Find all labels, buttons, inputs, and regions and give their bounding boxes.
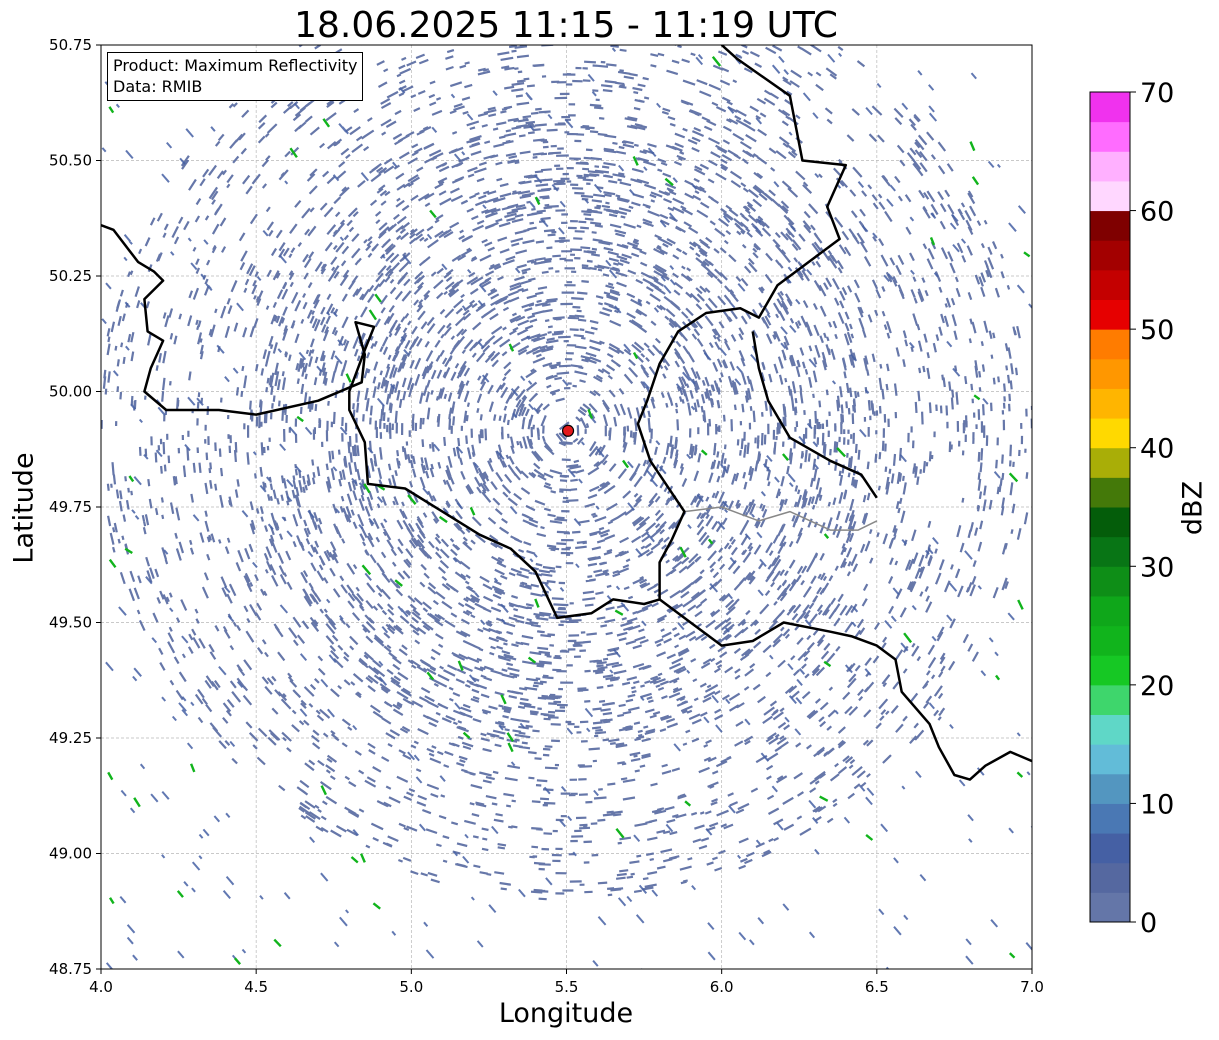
colorbar-tick-label: 20 [1140, 671, 1174, 702]
colorbar-swatch [1090, 655, 1130, 686]
colorbar-swatch [1090, 447, 1130, 478]
colorbar-swatch [1090, 862, 1130, 893]
radar-site-marker [561, 424, 575, 437]
colorbar-swatch [1090, 210, 1130, 241]
colorbar-tick-label: 10 [1140, 789, 1174, 820]
product-label: Product: Maximum Reflectivity [113, 56, 358, 75]
data-source-label: Data: RMIB [113, 77, 203, 96]
y-tick-label: 48.75 [49, 960, 92, 978]
figure-title: 18.06.2025 11:15 - 11:19 UTC [294, 5, 838, 46]
x-axis-label: Longitude [498, 998, 634, 1029]
y-tick-label: 50.25 [49, 267, 92, 285]
colorbar-swatch [1090, 329, 1130, 360]
y-tick-label: 49.50 [49, 614, 92, 632]
lux-germany-border [751, 331, 878, 499]
y-tick-label: 50.00 [49, 383, 92, 401]
x-tick-label: 5.5 [555, 978, 579, 996]
colorbar-tick-label: 30 [1140, 552, 1174, 583]
product-info-box: Product: Maximum Reflectivity Data: RMIB [107, 52, 364, 101]
france-border [658, 598, 1032, 781]
colorbar-swatch [1090, 536, 1130, 567]
y-tick-label: 49.75 [49, 498, 92, 516]
x-axis-ticks: 4.0 4.5 5.0 5.5 6.0 6.5 7.0 [89, 969, 1044, 996]
colorbar-swatch [1090, 566, 1130, 597]
colorbar-tick-label: 50 [1140, 315, 1174, 346]
y-axis-label: Latitude [8, 452, 40, 564]
y-tick-label: 50.75 [49, 36, 92, 54]
colorbar-swatch [1090, 92, 1130, 123]
y-tick-label: 50.50 [49, 152, 92, 170]
x-tick-label: 6.0 [710, 978, 734, 996]
x-tick-label: 4.5 [244, 978, 268, 996]
echo-speckle [101, 45, 1032, 901]
colorbar-swatch [1090, 299, 1130, 330]
x-tick-label: 7.0 [1020, 978, 1044, 996]
colorbar-swatch [1090, 803, 1130, 834]
x-tick-label: 5.0 [399, 978, 423, 996]
country-borders [101, 45, 1032, 781]
colorbar-swatch [1090, 892, 1130, 923]
colorbar-swatch [1090, 358, 1130, 389]
colorbar-swatch [1090, 744, 1130, 775]
x-tick-label: 6.5 [865, 978, 889, 996]
colorbar-swatch [1090, 773, 1130, 804]
colorbar-swatch [1090, 269, 1130, 300]
colorbar-swatch [1090, 240, 1130, 271]
colorbar-tick-label: 0 [1140, 908, 1157, 939]
colorbar: 0 10 20 30 40 50 60 70 [1089, 78, 1174, 939]
y-tick-label: 49.25 [49, 729, 92, 747]
colorbar-swatch [1090, 151, 1130, 182]
colorbar-swatch [1090, 507, 1130, 538]
colorbar-swatch [1090, 684, 1130, 715]
colorbar-label: dBZ [1177, 480, 1209, 536]
colorbar-tick-label: 70 [1140, 78, 1174, 109]
colorbar-tick-label: 60 [1140, 197, 1174, 228]
y-tick-label: 49.00 [49, 845, 92, 863]
colorbar-swatch [1090, 388, 1130, 419]
colorbar-swatch [1090, 418, 1130, 449]
x-tick-label: 4.0 [89, 978, 113, 996]
colorbar-swatch [1090, 180, 1130, 212]
colorbar-tick-label: 40 [1140, 434, 1174, 465]
echo-outer-speckle [101, 47, 1032, 969]
colorbar-swatch [1090, 121, 1130, 152]
colorbar-frame [1089, 91, 1131, 923]
colorbar-swatch [1090, 833, 1130, 864]
radar-site-dot [561, 424, 575, 437]
y-axis-ticks: 48.75 49.00 49.25 49.50 49.75 50.00 50.25 50.50… [49, 36, 101, 978]
colorbar-swatch [1090, 714, 1130, 745]
lux-internal-border [684, 506, 878, 531]
colorbar-swatch [1090, 625, 1130, 656]
belgium-border [101, 45, 848, 620]
colorbar-swatch [1090, 595, 1130, 627]
colorbar-swatch [1090, 477, 1130, 508]
